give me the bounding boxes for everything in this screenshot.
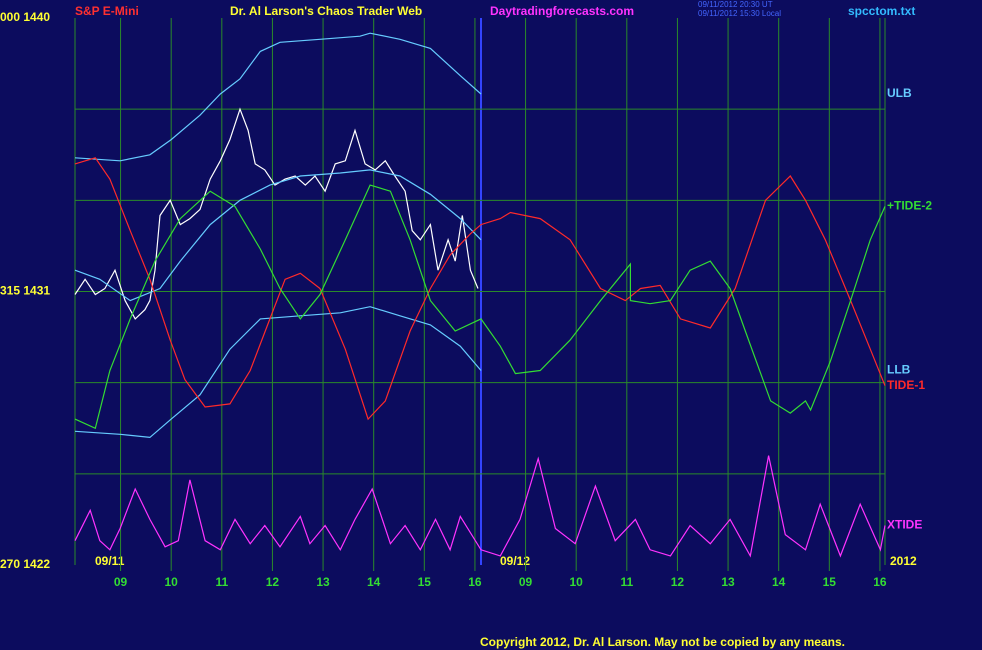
site: Daytradingforecasts.com — [490, 4, 634, 18]
y-tick-label: 000 1440 — [0, 10, 50, 24]
day-label: 09/12 — [500, 554, 530, 568]
series-line — [74, 184, 886, 430]
year-label: 2012 — [890, 554, 917, 568]
x-tick-label: 11 — [215, 575, 228, 589]
x-tick-label: 14 — [367, 575, 381, 589]
day-label: 09/11 — [95, 554, 125, 568]
x-tick-label: 15 — [418, 575, 432, 589]
series-line — [74, 32, 482, 162]
legend-label: XTIDE — [887, 518, 922, 532]
x-tick-label: 09 — [114, 575, 128, 589]
x-tick-label: 12 — [671, 575, 685, 589]
legend-label: +TIDE-2 — [887, 199, 932, 213]
timestamp-local: 09/11/2012 15:30 Local — [698, 9, 781, 18]
x-tick-label: 16 — [468, 575, 482, 589]
series-line — [74, 455, 886, 558]
legend-label: LLB — [887, 363, 911, 377]
x-tick-label: 14 — [772, 575, 786, 589]
x-tick-label: 11 — [620, 575, 633, 589]
x-tick-label: 15 — [823, 575, 837, 589]
copyright: Copyright 2012, Dr. Al Larson. May not b… — [480, 635, 845, 649]
timestamp-ut: 09/11/2012 20:30 UT — [698, 0, 773, 9]
y-tick-label: 270 1422 — [0, 557, 50, 571]
series-line — [74, 107, 479, 320]
series-line — [74, 306, 482, 439]
x-tick-label: 10 — [165, 575, 179, 589]
series-line — [74, 157, 886, 421]
symbol: S&P E-Mini — [75, 4, 139, 18]
x-tick-label: 13 — [721, 575, 735, 589]
legend-label: TIDE-1 — [887, 378, 925, 392]
x-tick-label: 10 — [570, 575, 584, 589]
legend-label: ULB — [887, 86, 912, 100]
x-tick-label: 13 — [316, 575, 330, 589]
x-tick-label: 12 — [266, 575, 280, 589]
y-tick-label: 315 1431 — [0, 284, 50, 298]
chart-title: Dr. Al Larson's Chaos Trader Web — [230, 4, 422, 18]
x-tick-label: 09 — [519, 575, 533, 589]
x-tick-label: 16 — [873, 575, 887, 589]
file-name: spcctom.txt — [848, 4, 915, 18]
